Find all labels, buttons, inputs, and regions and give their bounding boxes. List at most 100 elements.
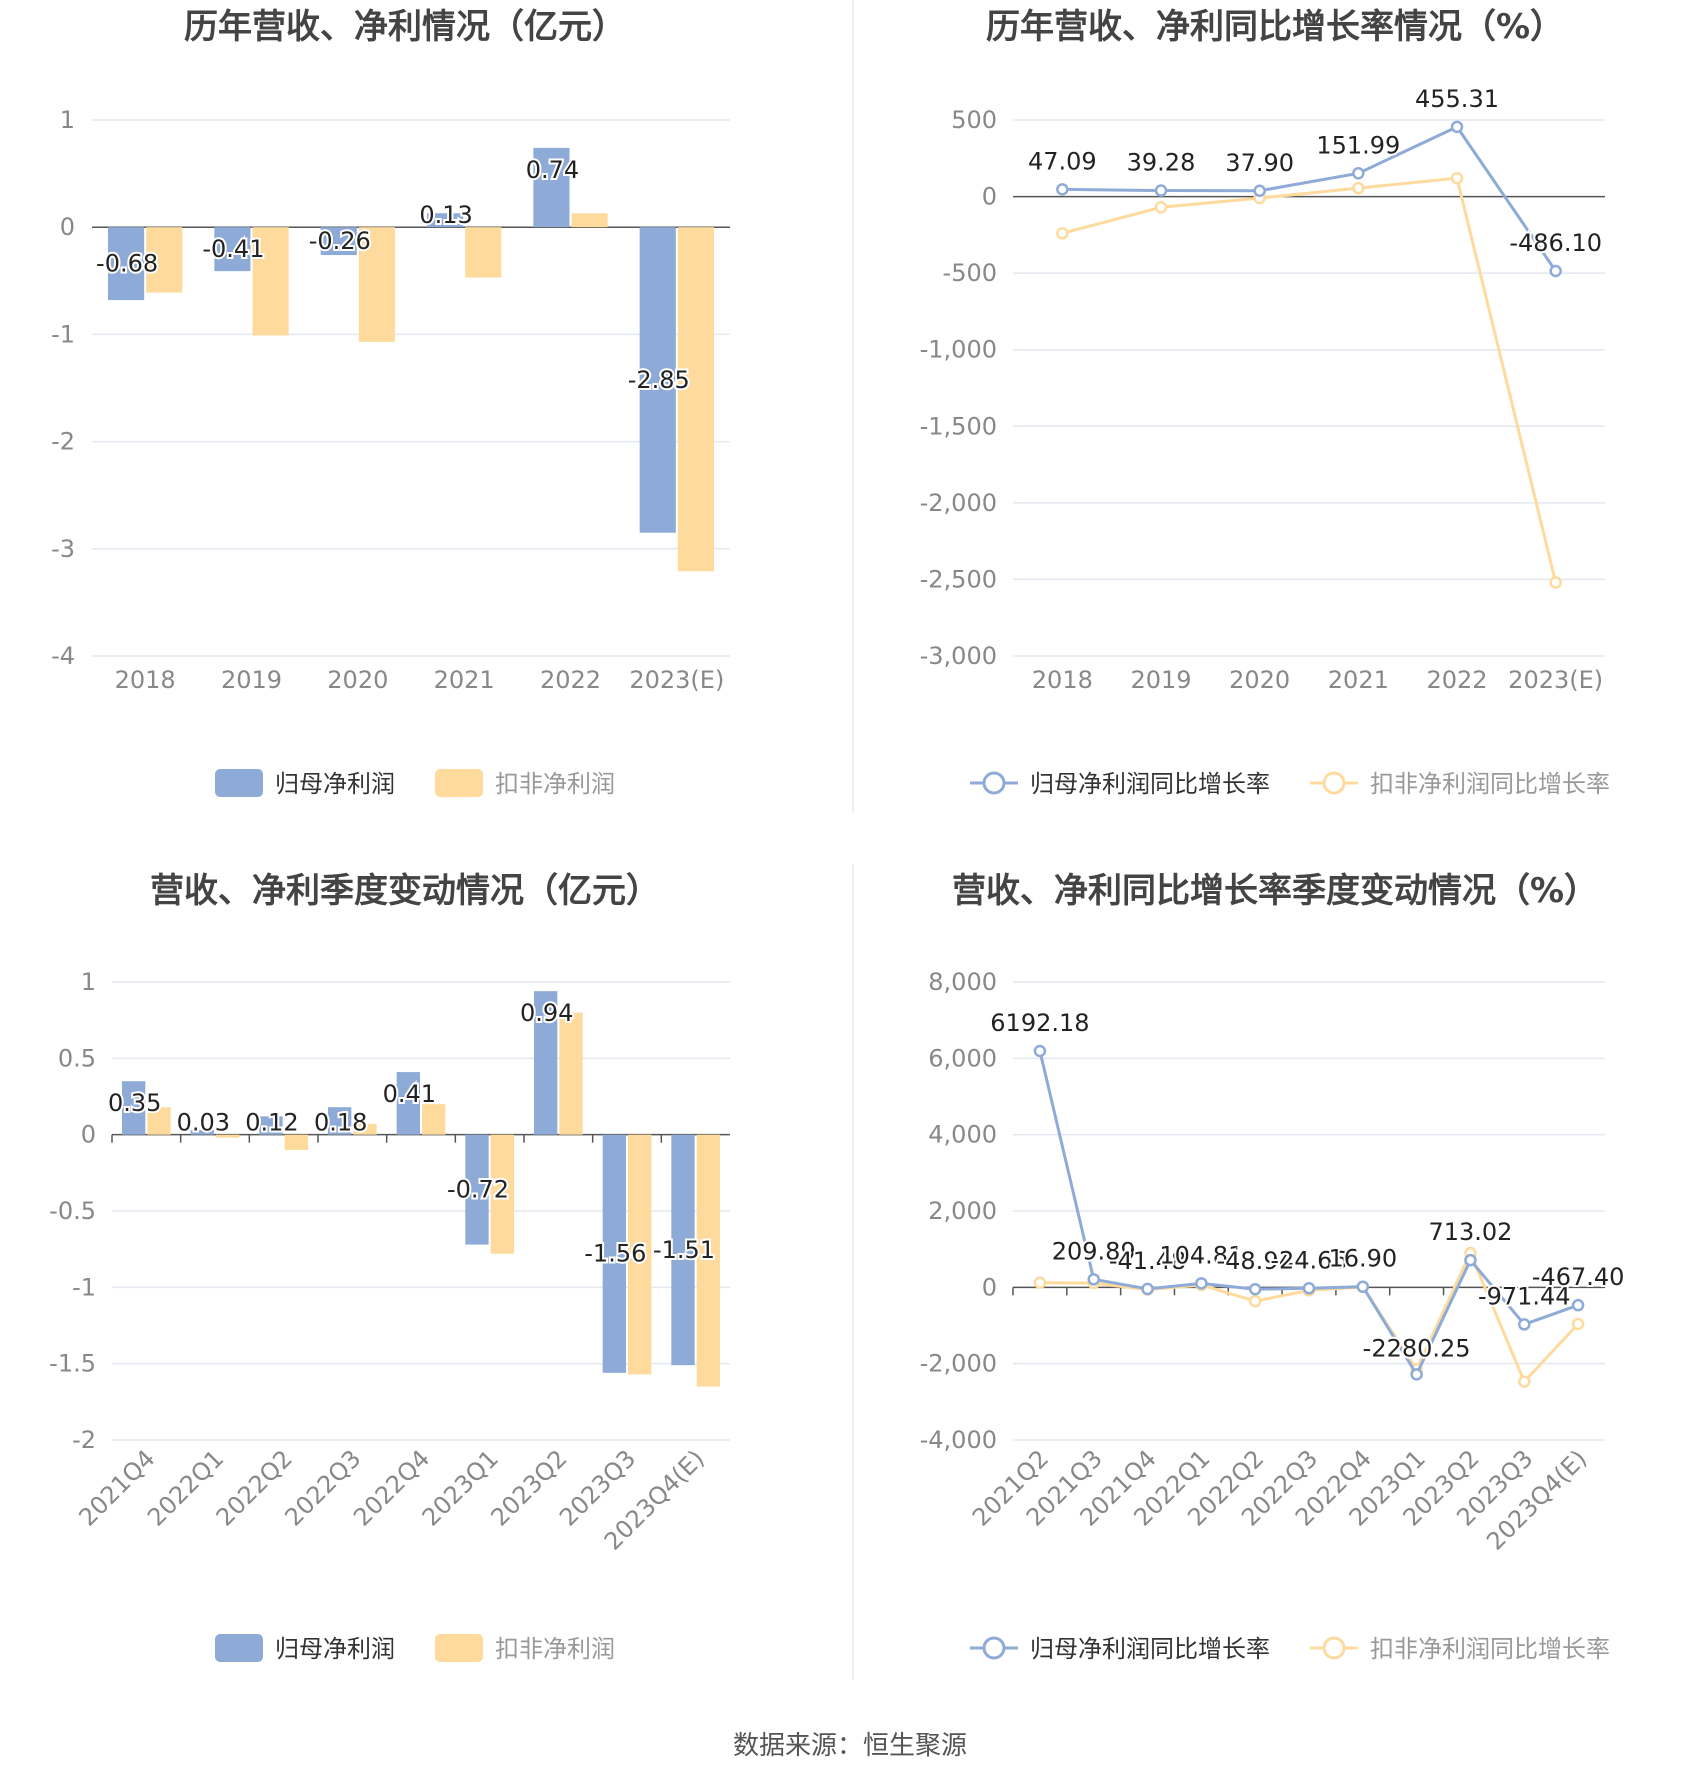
bar-guimu [320, 227, 357, 256]
point-guimu [1195, 1277, 1208, 1290]
data-label: -467.40 [1532, 1263, 1625, 1291]
data-label: 104.81 [1159, 1241, 1243, 1269]
y-tick-label: -4 [51, 642, 75, 670]
y-tick-label: -1 [51, 320, 75, 348]
data-label: -48.94 [1216, 1247, 1293, 1275]
line-guimu [1038, 1050, 1579, 1378]
data-label: -1.56 [584, 1240, 646, 1268]
bar-koufei [628, 1134, 652, 1375]
y-tick-label: -1,500 [920, 412, 997, 440]
legend-label: 扣非净利润同比增长率 [1370, 1635, 1610, 1663]
bar-guimu [327, 1107, 352, 1135]
point-guimu [1302, 1282, 1316, 1295]
bar-koufei [252, 227, 289, 336]
point-koufei [1033, 1276, 1047, 1290]
y-tick-label: -1 [72, 1273, 96, 1301]
legend-swatch-koufei [435, 1634, 483, 1662]
y-tick-label: -1.5 [49, 1350, 96, 1378]
bar-koufei [216, 1134, 240, 1138]
point-guimu [1141, 1282, 1154, 1296]
data-label: 455.31 [1415, 85, 1499, 113]
data-label: 6192.18 [990, 1009, 1089, 1037]
data-label: -0.68 [96, 250, 158, 278]
point-guimu [1571, 1298, 1585, 1312]
bar-koufei [465, 227, 502, 278]
data-label: 37.90 [1225, 149, 1294, 177]
point-guimu [1154, 184, 1168, 197]
x-tick-label: 2021 [434, 666, 495, 694]
data-label: 0.74 [526, 156, 579, 184]
x-tick-label: 2021 [1328, 666, 1389, 694]
bar-guimu [602, 1134, 626, 1373]
y-tick-label: 0 [982, 1273, 997, 1301]
legend-label: 归母净利润同比增长率 [1030, 1635, 1270, 1663]
bar-koufei [490, 1134, 515, 1254]
bar-koufei [422, 1104, 446, 1135]
data-label: -486.10 [1509, 229, 1602, 257]
chart-title: 历年营收、净利情况（亿元） [184, 7, 626, 47]
x-tick-label: 2019 [221, 666, 282, 694]
data-label: 0.12 [245, 1109, 298, 1137]
data-label: -0.72 [447, 1176, 509, 1204]
data-label: -41.48 [1109, 1247, 1186, 1275]
x-tick-label: 2020 [1229, 666, 1290, 694]
x-tick-label: 2020 [327, 666, 388, 694]
x-tick-label: 2023(E) [1508, 666, 1603, 694]
bar-guimu [533, 147, 570, 228]
point-guimu [1253, 184, 1266, 198]
legend-marker-koufei [1322, 1636, 1346, 1660]
point-koufei [1549, 576, 1562, 589]
data-label: -2.85 [628, 366, 690, 394]
bar-koufei [677, 227, 714, 572]
data-label: -0.26 [309, 227, 371, 255]
x-tick-label: 2019 [1130, 666, 1191, 694]
legend-marker-guimu [982, 771, 1006, 795]
y-tick-label: 6,000 [928, 1044, 997, 1072]
y-tick-label: 500 [951, 106, 997, 134]
legend-label: 扣非净利润 [495, 1635, 615, 1663]
chart-title: 营收、净利季度变动情况（亿元） [150, 871, 660, 911]
y-tick-label: -3 [51, 535, 75, 563]
point-guimu [1248, 1282, 1262, 1296]
legend-label: 归母净利润 [275, 1635, 395, 1663]
point-koufei [1056, 227, 1069, 240]
chart-title: 历年营收、净利同比增长率情况（%） [986, 7, 1564, 47]
data-label: 0.13 [419, 201, 472, 229]
legend-marker-guimu [982, 1636, 1006, 1660]
point-guimu [1464, 1253, 1477, 1267]
legend-marker-koufei [1322, 771, 1346, 795]
y-tick-label: -500 [943, 259, 997, 287]
y-tick-label: -2,000 [920, 1350, 997, 1378]
legend-swatch-guimu [215, 769, 263, 797]
point-guimu [1518, 1318, 1531, 1331]
point-guimu [1033, 1044, 1047, 1058]
bar-koufei [284, 1134, 309, 1150]
y-tick-label: 2,000 [928, 1197, 997, 1225]
x-tick-label: 2022 [1426, 666, 1487, 694]
bar-koufei [146, 227, 183, 293]
data-label: 151.99 [1316, 131, 1400, 159]
data-label: -971.44 [1478, 1282, 1571, 1310]
y-tick-label: -4,000 [920, 1426, 997, 1454]
chart-title: 营收、净利同比增长率季度变动情况（%） [952, 871, 1598, 911]
legend-label: 归母净利润同比增长率 [1030, 770, 1270, 798]
point-guimu [1056, 183, 1069, 196]
point-koufei [1154, 201, 1168, 214]
x-tick-label: 2023(E) [629, 666, 724, 694]
bar-guimu [108, 227, 145, 301]
y-tick-label: -2 [72, 1426, 96, 1454]
data-label: 39.28 [1127, 149, 1196, 177]
y-tick-label: 4,000 [928, 1121, 997, 1149]
line-guimu [1062, 124, 1557, 272]
point-guimu [1087, 1273, 1100, 1286]
bar-guimu [671, 1134, 695, 1366]
legend-swatch-koufei [435, 769, 483, 797]
legend-label: 扣非净利润 [495, 770, 615, 798]
bar-guimu [190, 1130, 214, 1135]
data-label: 0.35 [108, 1089, 161, 1117]
x-tick-label: 2018 [1032, 666, 1093, 694]
y-tick-label: 0.5 [58, 1044, 96, 1072]
y-tick-label: 8,000 [928, 968, 997, 996]
bar-guimu [121, 1081, 146, 1135]
y-tick-label: 0 [982, 183, 997, 211]
